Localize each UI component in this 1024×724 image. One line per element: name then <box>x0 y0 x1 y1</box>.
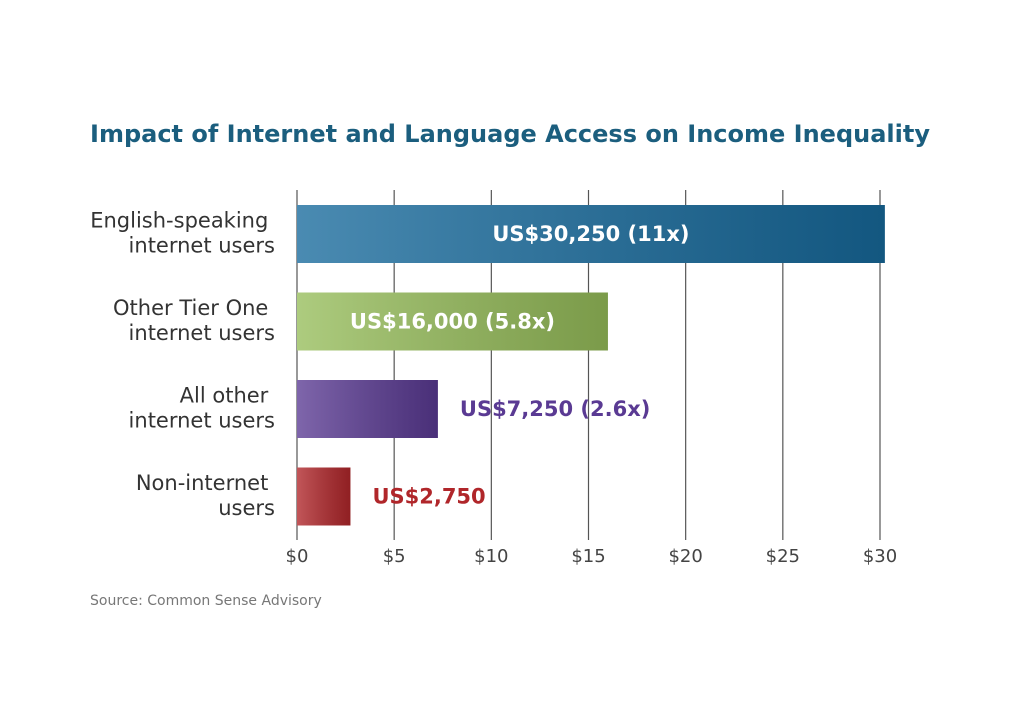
x-tick-label: $25 <box>766 546 800 567</box>
x-tick-label: $0 <box>286 546 309 567</box>
value-label: US$7,250 (2.6x) <box>460 397 650 421</box>
chart-title: Impact of Internet and Language Access o… <box>90 120 930 148</box>
bar-shade <box>297 467 351 526</box>
y-tick-label: Other Tier One internet users <box>113 296 275 345</box>
source-note: Source: Common Sense Advisory <box>90 593 322 609</box>
y-tick-label: English-speaking internet users <box>90 208 275 257</box>
bar-shade <box>297 292 608 351</box>
x-tick-label: $5 <box>383 546 406 567</box>
x-tick-label: $10 <box>474 546 508 567</box>
y-tick-label: All other internet users <box>129 383 275 432</box>
bar-shade <box>297 205 885 263</box>
x-tick-label: $15 <box>571 546 605 567</box>
value-label: US$2,750 <box>372 485 485 509</box>
value-label: US$30,250 (11x) <box>492 222 689 246</box>
bar-shade <box>297 380 438 438</box>
x-tick-label: $30 <box>863 546 897 567</box>
value-label: US$16,000 (5.8x) <box>350 310 555 334</box>
y-tick-label: Non-internet users <box>136 471 275 520</box>
x-tick-label: $20 <box>668 546 702 567</box>
